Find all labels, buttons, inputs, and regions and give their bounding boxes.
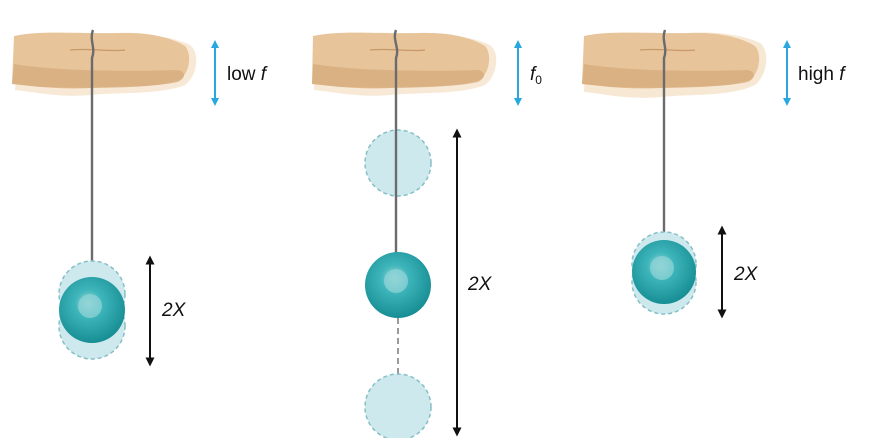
panel-high-frequency: high f 2X (582, 29, 846, 319)
amplitude-label: 2X (733, 264, 759, 285)
ball-highlight (650, 256, 674, 280)
pendulum-string (90, 29, 95, 283)
ghost-ball-icon (364, 373, 432, 438)
amplitude-label: 2X (161, 300, 187, 321)
amplitude-label: 2X (467, 274, 493, 295)
ball-highlight (384, 269, 408, 293)
panel-low-frequency: low f 2X (12, 29, 268, 367)
ghost-ball-icon (364, 129, 432, 197)
frequency-label: low f (227, 64, 268, 85)
pendulum-string (662, 29, 667, 250)
panel-resonant-frequency: f0 2X (312, 29, 542, 438)
pendulum-string (393, 29, 399, 262)
finger-icon (12, 32, 197, 96)
finger-icon (582, 32, 767, 98)
finger-icon (312, 32, 497, 96)
frequency-label: f0 (530, 64, 542, 87)
frequency-label: high f (798, 64, 846, 85)
ball-highlight (78, 294, 102, 318)
